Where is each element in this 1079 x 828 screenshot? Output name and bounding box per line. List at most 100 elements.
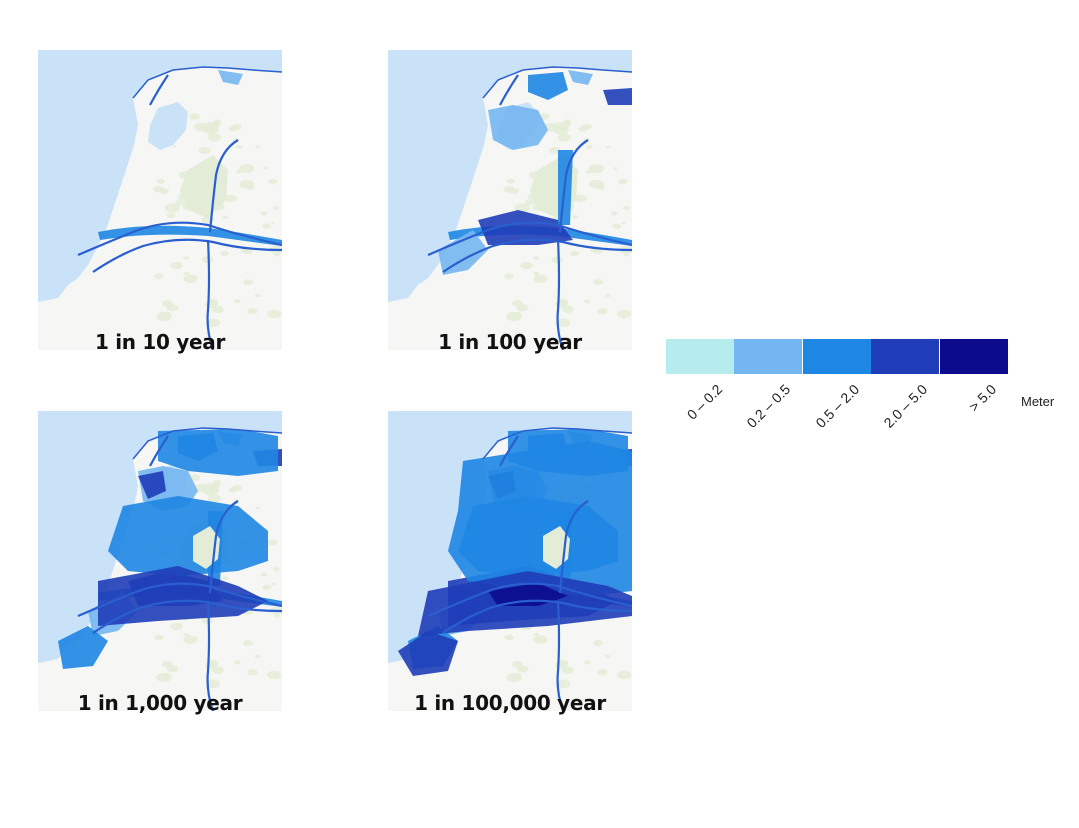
agri-area bbox=[175, 199, 186, 206]
coastline bbox=[132, 66, 282, 99]
agri-area bbox=[552, 121, 569, 132]
flood-zone bbox=[98, 225, 282, 246]
agri-area bbox=[154, 273, 164, 280]
flood-map-1-in-1000 bbox=[38, 411, 282, 711]
agri-area bbox=[255, 506, 260, 510]
map-caption: 1 in 1,000 year bbox=[77, 691, 243, 715]
river-line bbox=[206, 239, 215, 350]
agri-area bbox=[204, 300, 218, 308]
river-line bbox=[442, 599, 632, 634]
river-line bbox=[558, 500, 589, 594]
legend-swatch-4 bbox=[940, 339, 1008, 374]
agri-area bbox=[525, 199, 536, 206]
agri-area bbox=[254, 293, 261, 298]
river-line bbox=[499, 435, 519, 467]
agri-area bbox=[222, 576, 229, 581]
agri-area bbox=[233, 299, 241, 304]
agri-area bbox=[533, 635, 548, 644]
agri-area bbox=[554, 661, 568, 669]
agri-area bbox=[555, 318, 571, 328]
agri-area bbox=[520, 261, 533, 270]
agri-area bbox=[623, 253, 630, 257]
agri-area bbox=[207, 494, 222, 503]
agri-area bbox=[267, 670, 282, 680]
agri-area bbox=[573, 194, 587, 203]
agri-area bbox=[551, 256, 564, 264]
legend-swatch-2 bbox=[803, 339, 871, 374]
agri-area bbox=[205, 679, 221, 689]
agri-area bbox=[583, 299, 591, 304]
agri-area bbox=[604, 293, 611, 298]
agri-area bbox=[228, 487, 238, 493]
agri-area bbox=[204, 661, 218, 669]
river-line bbox=[149, 435, 169, 467]
sea-area bbox=[38, 50, 282, 302]
agri-area bbox=[270, 221, 276, 225]
agri-area bbox=[533, 256, 540, 260]
agri-area bbox=[572, 215, 579, 220]
agri-area bbox=[613, 166, 618, 170]
agri-area bbox=[166, 665, 179, 673]
agri-area bbox=[588, 164, 605, 174]
agri-area bbox=[166, 212, 176, 218]
agri-area bbox=[254, 654, 261, 659]
agri-area bbox=[504, 634, 514, 641]
agri-area bbox=[154, 634, 164, 641]
agri-area bbox=[548, 146, 561, 155]
agri-area bbox=[223, 194, 237, 203]
flood-zone bbox=[568, 70, 593, 85]
agri-area bbox=[270, 582, 276, 586]
agri-area bbox=[555, 679, 571, 689]
flood-map-1-in-10 bbox=[38, 50, 282, 350]
agri-area bbox=[243, 279, 254, 286]
legend-swatch-3 bbox=[871, 339, 939, 374]
agri-area bbox=[514, 311, 521, 316]
agri-area bbox=[605, 145, 610, 149]
agri-area bbox=[228, 126, 238, 132]
flood-zone bbox=[218, 70, 243, 85]
agri-area bbox=[262, 584, 272, 590]
flood-map-1-in-100 bbox=[388, 50, 632, 350]
flood-zone bbox=[98, 566, 268, 626]
map-panel-1-in-10: 1 in 10 year bbox=[38, 50, 282, 354]
river-line bbox=[149, 74, 169, 106]
agri-area bbox=[260, 572, 268, 577]
river-line bbox=[558, 139, 589, 233]
legend-label-4: > 5.0 bbox=[965, 381, 1000, 415]
agri-area bbox=[561, 666, 574, 675]
agri-area bbox=[262, 223, 272, 229]
map-caption: 1 in 10 year bbox=[94, 330, 226, 354]
river-line bbox=[427, 221, 632, 257]
agri-area bbox=[267, 178, 278, 185]
agri-area bbox=[164, 203, 181, 213]
legend-swatch-0 bbox=[666, 339, 734, 374]
agri-area bbox=[604, 654, 611, 659]
agri-area bbox=[593, 640, 604, 647]
river-line bbox=[556, 239, 565, 350]
agri-area bbox=[202, 121, 219, 132]
agri-area bbox=[272, 206, 280, 211]
agri-area bbox=[172, 145, 177, 148]
agri-area bbox=[583, 660, 591, 665]
agri-area bbox=[202, 482, 219, 493]
river-line bbox=[208, 500, 239, 594]
river-line bbox=[208, 139, 239, 233]
agri-area bbox=[201, 617, 214, 625]
agri-area bbox=[240, 248, 248, 253]
sea-area bbox=[388, 50, 632, 302]
agri-area bbox=[504, 273, 514, 280]
agri-area bbox=[255, 145, 260, 149]
agri-area bbox=[533, 271, 540, 276]
flood-map-1-in-100000 bbox=[388, 411, 632, 711]
agri-area bbox=[586, 145, 593, 150]
flood-zone bbox=[528, 72, 568, 100]
agri-area bbox=[183, 632, 190, 637]
coastline bbox=[482, 66, 632, 99]
flood-zone bbox=[488, 105, 548, 150]
map-caption: 1 in 100 year bbox=[438, 330, 582, 354]
agri-area bbox=[183, 256, 190, 260]
agri-area bbox=[207, 133, 222, 142]
agri-area bbox=[220, 250, 229, 257]
agri-area bbox=[198, 146, 211, 155]
agri-area bbox=[273, 614, 280, 618]
